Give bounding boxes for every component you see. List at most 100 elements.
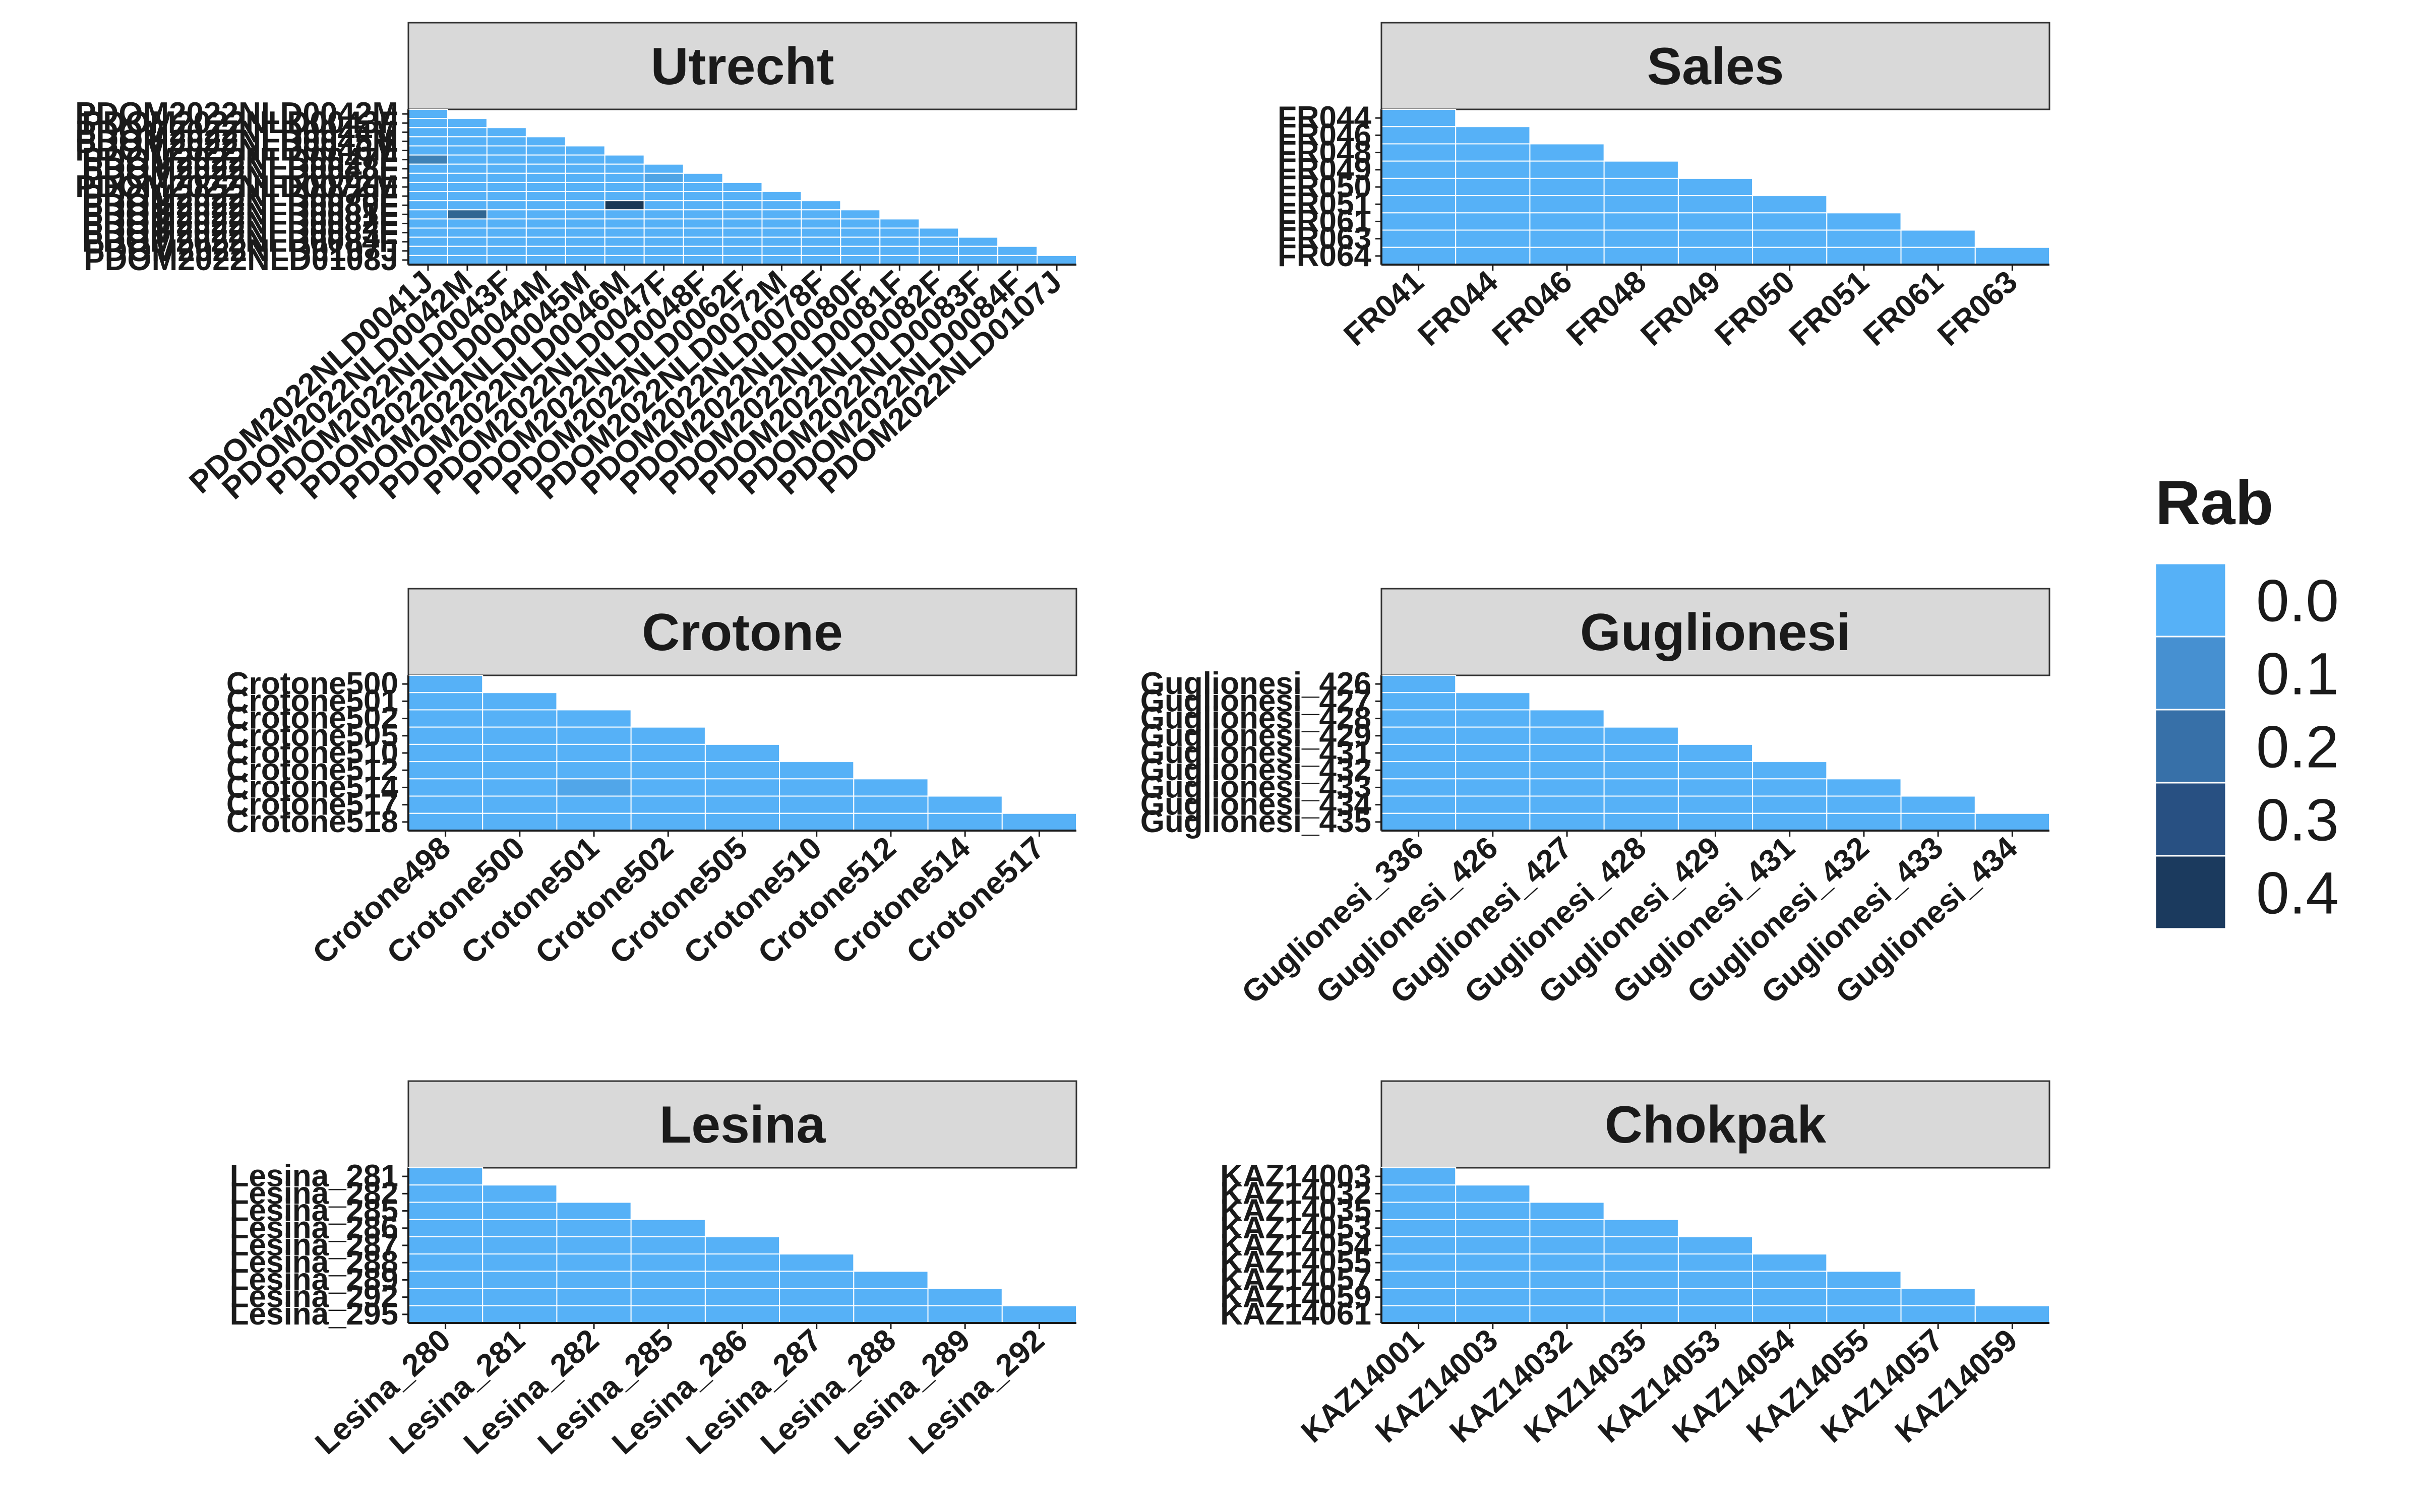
heat-tile: [486, 255, 527, 266]
heat-tile: [447, 127, 488, 138]
heat-tile: [408, 127, 448, 138]
heat-tile: [840, 236, 881, 247]
legend-label: 0.0: [2256, 568, 2339, 635]
heat-tile: [1529, 726, 1605, 745]
panel-chokpak: ChokpakKAZ14003KAZ14032KAZ14035KAZ14053K…: [1220, 1080, 2050, 1450]
heat-tile: [604, 255, 645, 266]
heat-tile: [525, 181, 566, 193]
heat-tile: [704, 778, 780, 797]
heat-tile: [1381, 1219, 1457, 1237]
y-tick-label: KAZ14059: [1220, 1280, 1371, 1314]
heat-tile: [958, 255, 999, 266]
heat-tile: [683, 172, 723, 183]
heat-tile: [604, 218, 645, 229]
heat-tile: [447, 245, 488, 256]
heat-tile: [525, 255, 566, 266]
heat-tile: [643, 227, 684, 238]
heat-tile: [1001, 1305, 1077, 1324]
heat-tile: [779, 1305, 855, 1324]
heat-tile: [604, 227, 645, 238]
heat-tile: [1603, 1288, 1679, 1306]
heat-tile: [1455, 143, 1531, 162]
heat-tile: [927, 1305, 1003, 1324]
heat-tile: [1603, 212, 1679, 231]
heat-tile: [1677, 1253, 1753, 1272]
heat-tile: [447, 191, 488, 202]
heat-tile: [1455, 1236, 1531, 1255]
heat-tile: [1677, 1305, 1753, 1324]
heat-tile: [1381, 177, 1457, 197]
heat-tile: [408, 1167, 483, 1186]
legend-label: 0.1: [2256, 641, 2339, 708]
heat-tile: [1529, 743, 1605, 763]
heat-tile: [1677, 795, 1753, 814]
heat-tile: [1826, 1288, 1902, 1306]
heat-tile: [879, 218, 920, 229]
y-tick-label: FR049: [1278, 152, 1371, 187]
y-tick-label: Guglionesi_432: [1140, 752, 1371, 787]
heat-tile: [1974, 1305, 2050, 1324]
heat-tile: [1826, 795, 1902, 814]
heat-tile: [1381, 761, 1457, 780]
heat-tile: [801, 209, 841, 220]
heat-tile: [630, 1271, 706, 1289]
heat-tile: [565, 209, 606, 220]
legend-key: [2154, 855, 2227, 930]
heat-tile: [525, 245, 566, 256]
heat-tile: [722, 255, 763, 266]
heat-tile: [1381, 1253, 1457, 1272]
panel-title: Chokpak: [1605, 1096, 1826, 1154]
heat-tile: [1529, 212, 1605, 231]
heat-tile: [1677, 177, 1753, 197]
heat-tile: [447, 172, 488, 183]
y-tick-label: KAZ14057: [1220, 1262, 1371, 1297]
heat-tile: [1826, 778, 1902, 797]
heat-tile: [482, 692, 558, 711]
heat-tile: [408, 245, 448, 256]
heat-tile: [1900, 812, 1976, 832]
heat-tile: [408, 743, 483, 763]
heat-tile: [722, 245, 763, 256]
panel-title: Crotone: [642, 603, 843, 662]
panel-sales: SalesFR044FR046FR048FR049FR050FR051FR061…: [1278, 22, 2050, 353]
heat-tile: [1826, 212, 1902, 231]
heat-tile: [1381, 778, 1457, 797]
heat-tile: [643, 245, 684, 256]
heat-tile: [722, 236, 763, 247]
heat-tile: [408, 118, 448, 129]
heat-tile: [1677, 812, 1753, 832]
heat-tile: [1381, 1288, 1457, 1306]
heat-tile: [408, 255, 448, 266]
panel-crotone: CrotoneCrotone500Crotone501Crotone502Cro…: [226, 588, 1077, 971]
heat-tile: [997, 245, 1038, 256]
heat-tile: [919, 236, 959, 247]
heat-tile: [801, 200, 841, 211]
heat-tile: [630, 795, 706, 814]
heat-tile: [408, 1305, 483, 1324]
heat-tile: [853, 778, 929, 797]
heat-tile: [408, 200, 448, 211]
heat-tile: [704, 1288, 780, 1306]
heat-tile: [630, 1219, 706, 1237]
heat-tile: [408, 236, 448, 247]
y-tick-label: Guglionesi_433: [1140, 770, 1371, 804]
panel-strip: [407, 1080, 1077, 1169]
facet-panels: UtrechtPDOM2022NLD0042MPDOM2022NLD0043FP…: [75, 22, 2050, 1461]
heat-tile: [556, 726, 632, 745]
heat-tile: [761, 255, 802, 266]
heat-tile: [556, 1202, 632, 1220]
heat-tile: [556, 761, 632, 780]
y-tick-label: Guglionesi_427: [1140, 683, 1371, 718]
heat-tile: [482, 1305, 558, 1324]
heat-tile: [1455, 1288, 1531, 1306]
heat-tile: [525, 218, 566, 229]
heat-tile: [761, 245, 802, 256]
heat-tile: [1529, 143, 1605, 162]
y-tick-label: Guglionesi_434: [1140, 787, 1372, 822]
y-tick-label: FR064: [1278, 238, 1372, 273]
y-tick-label: Lesina_285: [230, 1193, 398, 1228]
heat-tile: [1381, 726, 1457, 745]
y-tick-label: Lesina_292: [230, 1280, 398, 1314]
x-tick-label: FR063: [1931, 264, 2024, 353]
heat-tile: [1381, 812, 1457, 832]
